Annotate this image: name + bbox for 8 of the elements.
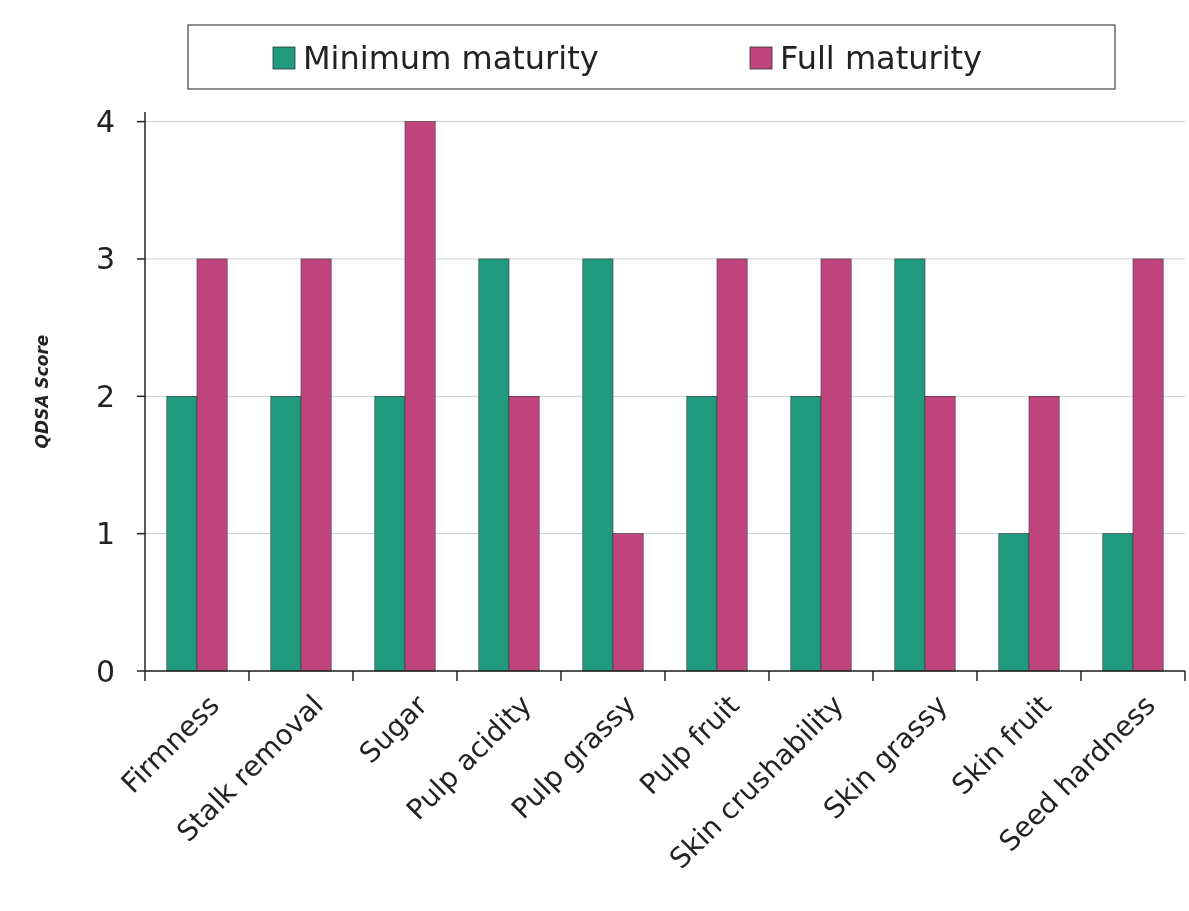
y-tick-label: 4 (95, 104, 115, 140)
legend-label: Minimum maturity (303, 39, 599, 78)
y-tick-label: 1 (95, 516, 115, 552)
y-tick-label: 0 (95, 653, 115, 689)
y-tick-label: 3 (95, 241, 115, 277)
legend-label: Full maturity (780, 39, 983, 78)
y-tick-label: 2 (95, 378, 115, 414)
y-axis-title: QDSA Score (32, 334, 52, 449)
